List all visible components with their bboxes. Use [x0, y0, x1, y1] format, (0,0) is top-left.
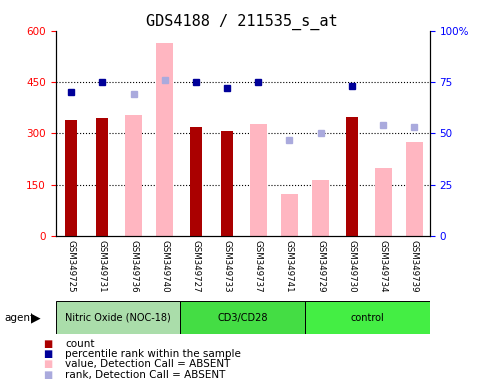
- Text: GSM349727: GSM349727: [191, 240, 200, 293]
- Bar: [96, 118, 108, 236]
- Text: ■: ■: [43, 359, 53, 369]
- Text: GSM349734: GSM349734: [379, 240, 387, 293]
- Text: percentile rank within the sample: percentile rank within the sample: [65, 349, 241, 359]
- Text: ■: ■: [43, 370, 53, 380]
- Text: GSM349737: GSM349737: [254, 240, 263, 293]
- Text: GSM349740: GSM349740: [160, 240, 169, 293]
- Bar: [374, 168, 392, 236]
- Bar: [305, 301, 430, 334]
- Text: ▶: ▶: [31, 311, 41, 324]
- Bar: [312, 180, 329, 236]
- Bar: [406, 142, 423, 236]
- Text: GDS4188 / 211535_s_at: GDS4188 / 211535_s_at: [146, 13, 337, 30]
- Text: GSM349731: GSM349731: [98, 240, 107, 293]
- Bar: [125, 114, 142, 236]
- Text: ■: ■: [43, 349, 53, 359]
- Bar: [190, 127, 202, 236]
- Text: CD3/CD28: CD3/CD28: [217, 313, 268, 323]
- Text: GSM349733: GSM349733: [223, 240, 232, 293]
- Bar: [65, 120, 77, 236]
- Text: Nitric Oxide (NOC-18): Nitric Oxide (NOC-18): [65, 313, 171, 323]
- Bar: [346, 117, 358, 236]
- Text: value, Detection Call = ABSENT: value, Detection Call = ABSENT: [65, 359, 230, 369]
- Text: GSM349736: GSM349736: [129, 240, 138, 293]
- Text: GSM349725: GSM349725: [67, 240, 76, 293]
- Text: control: control: [351, 313, 384, 323]
- Text: rank, Detection Call = ABSENT: rank, Detection Call = ABSENT: [65, 370, 226, 380]
- Text: agent: agent: [5, 313, 35, 323]
- Bar: [250, 124, 267, 236]
- Text: GSM349741: GSM349741: [285, 240, 294, 293]
- Bar: [180, 301, 305, 334]
- Text: count: count: [65, 339, 95, 349]
- Text: ■: ■: [43, 339, 53, 349]
- Bar: [56, 301, 180, 334]
- Bar: [156, 43, 173, 236]
- Text: GSM349730: GSM349730: [347, 240, 356, 293]
- Text: GSM349739: GSM349739: [410, 240, 419, 293]
- Bar: [221, 131, 233, 236]
- Bar: [281, 194, 298, 236]
- Text: GSM349729: GSM349729: [316, 240, 325, 293]
